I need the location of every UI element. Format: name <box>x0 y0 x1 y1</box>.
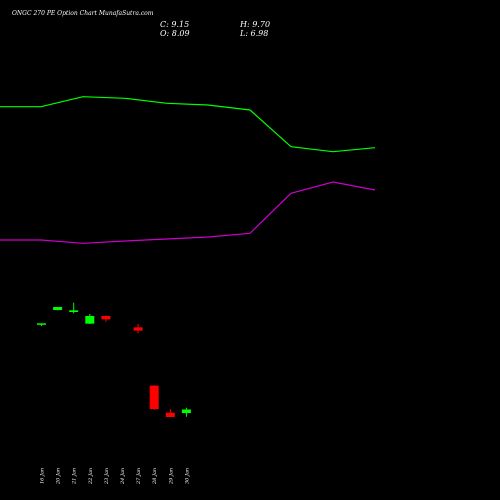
x-tick-label: 27 Jan <box>136 468 142 485</box>
x-tick-label: 29 Jan <box>168 468 174 485</box>
series-line-2 <box>0 181 376 244</box>
candle-body <box>85 316 95 324</box>
x-tick-label: 30 Jan <box>184 468 190 484</box>
candle-body <box>165 412 175 417</box>
low-value: L: 6.98 <box>240 29 269 38</box>
close-value: C: 9.15 <box>160 20 190 29</box>
open-value: O: 8.09 <box>160 29 190 38</box>
x-tick-label: 22 Jan <box>88 468 94 485</box>
candle-body <box>69 310 79 312</box>
series-line-1 <box>0 96 376 153</box>
x-tick-label: 21 Jan <box>72 468 78 485</box>
candle-body <box>181 409 191 414</box>
candle-body <box>37 323 46 325</box>
x-tick-label: 20 Jan <box>56 468 62 485</box>
candle-body <box>149 385 159 409</box>
x-tick-label: 24 Jan <box>120 468 126 485</box>
chart-title: ONGC 270 PE Option Chart MunafaSutra.com <box>12 10 154 17</box>
x-tick-label: 23 Jan <box>104 468 110 485</box>
candle-body <box>133 327 143 331</box>
candle-body <box>101 316 111 320</box>
candle-body <box>53 307 63 310</box>
high-value: H: 9.70 <box>240 20 271 29</box>
x-tick-label: 28 Jan <box>152 468 158 485</box>
x-tick-label: 16 Jan <box>40 468 46 484</box>
